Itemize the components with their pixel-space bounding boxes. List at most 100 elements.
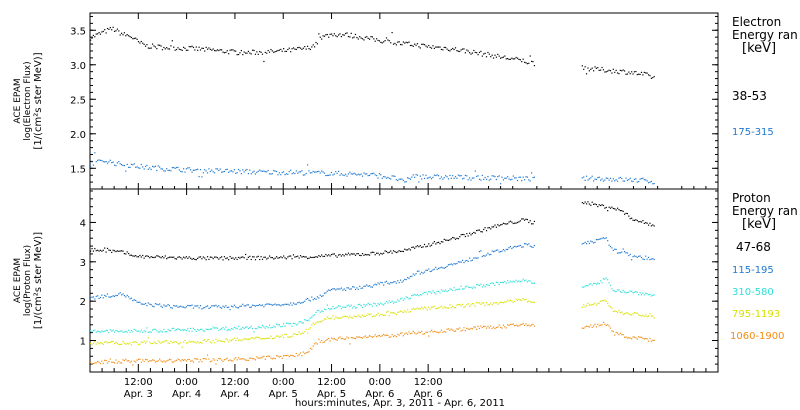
data-point — [140, 163, 142, 166]
data-point — [529, 220, 531, 222]
data-point — [330, 171, 333, 174]
data-point — [395, 179, 397, 181]
data-point — [122, 293, 124, 295]
data-point — [288, 323, 290, 325]
data-point — [523, 61, 526, 63]
data-point — [533, 65, 536, 67]
data-point — [218, 49, 220, 52]
data-point — [474, 326, 476, 328]
y-tick-label: 2 — [80, 297, 86, 308]
data-point — [302, 332, 304, 334]
data-point — [611, 330, 613, 332]
data-point — [337, 34, 340, 36]
data-point — [90, 165, 92, 167]
data-point — [143, 360, 145, 363]
data-point — [239, 328, 241, 331]
data-point — [113, 250, 116, 252]
data-point — [612, 207, 614, 210]
data-point — [515, 324, 517, 326]
data-point — [387, 252, 389, 254]
data-point — [631, 259, 633, 261]
data-point — [414, 43, 416, 45]
data-point — [495, 281, 497, 283]
data-point — [605, 177, 607, 179]
data-point — [449, 174, 451, 177]
data-point — [306, 297, 309, 300]
series-1060-1900 — [90, 321, 655, 366]
data-point — [332, 174, 334, 176]
data-point — [378, 283, 381, 285]
data-point — [593, 180, 595, 182]
data-point — [467, 179, 469, 181]
data-point — [170, 256, 172, 258]
data-point — [470, 260, 472, 262]
data-point — [156, 303, 158, 305]
data-point — [430, 292, 433, 294]
data-point — [244, 305, 247, 307]
x-tick-date: Apr. 6 — [365, 389, 394, 400]
data-point — [92, 362, 95, 365]
data-point — [122, 359, 124, 361]
data-point — [461, 259, 464, 261]
data-point — [463, 262, 465, 264]
data-point — [242, 169, 244, 171]
data-point — [314, 297, 316, 300]
data-point — [357, 288, 359, 291]
data-point — [314, 343, 316, 345]
series-795-1193 — [90, 298, 655, 348]
data-point — [285, 50, 288, 53]
data-point — [404, 42, 406, 44]
data-point — [407, 333, 409, 335]
data-point — [218, 169, 220, 172]
data-point — [153, 328, 155, 330]
data-point — [639, 220, 641, 223]
data-point — [329, 308, 331, 310]
data-point — [377, 303, 379, 305]
data-point — [105, 295, 107, 297]
data-point — [252, 256, 254, 258]
data-point — [211, 305, 213, 307]
data-point — [267, 257, 269, 259]
data-point — [120, 250, 123, 252]
data-point — [240, 256, 242, 258]
data-point — [595, 326, 598, 328]
data-point — [423, 291, 426, 294]
data-point — [190, 360, 192, 362]
data-point — [466, 233, 468, 235]
data-point — [643, 71, 645, 74]
data-point — [445, 289, 447, 291]
data-point — [422, 43, 424, 45]
data-point — [364, 315, 366, 317]
data-point — [619, 311, 621, 314]
data-point — [583, 304, 585, 306]
data-point — [508, 300, 510, 302]
data-point — [339, 305, 341, 307]
data-point — [161, 331, 164, 333]
data-point — [636, 73, 638, 76]
data-point — [356, 36, 358, 39]
data-point — [228, 259, 230, 261]
data-point — [254, 53, 257, 55]
data-point — [531, 282, 533, 284]
data-point — [116, 294, 118, 297]
data-point — [605, 71, 607, 73]
data-point — [374, 254, 376, 256]
data-point — [311, 348, 313, 350]
data-point — [264, 327, 266, 329]
data-point — [621, 177, 623, 180]
data-point — [174, 49, 176, 51]
data-point — [330, 33, 333, 35]
data-point — [281, 50, 283, 52]
data-point — [209, 306, 211, 309]
data-point — [125, 35, 127, 37]
data-point — [342, 337, 344, 339]
data-point — [618, 177, 620, 179]
data-point — [349, 171, 351, 173]
data-point — [439, 177, 441, 180]
data-point — [440, 241, 443, 243]
data-point — [622, 69, 624, 71]
data-point — [283, 48, 285, 50]
data-point — [464, 329, 466, 332]
data-point — [483, 325, 485, 327]
data-point — [384, 250, 386, 252]
